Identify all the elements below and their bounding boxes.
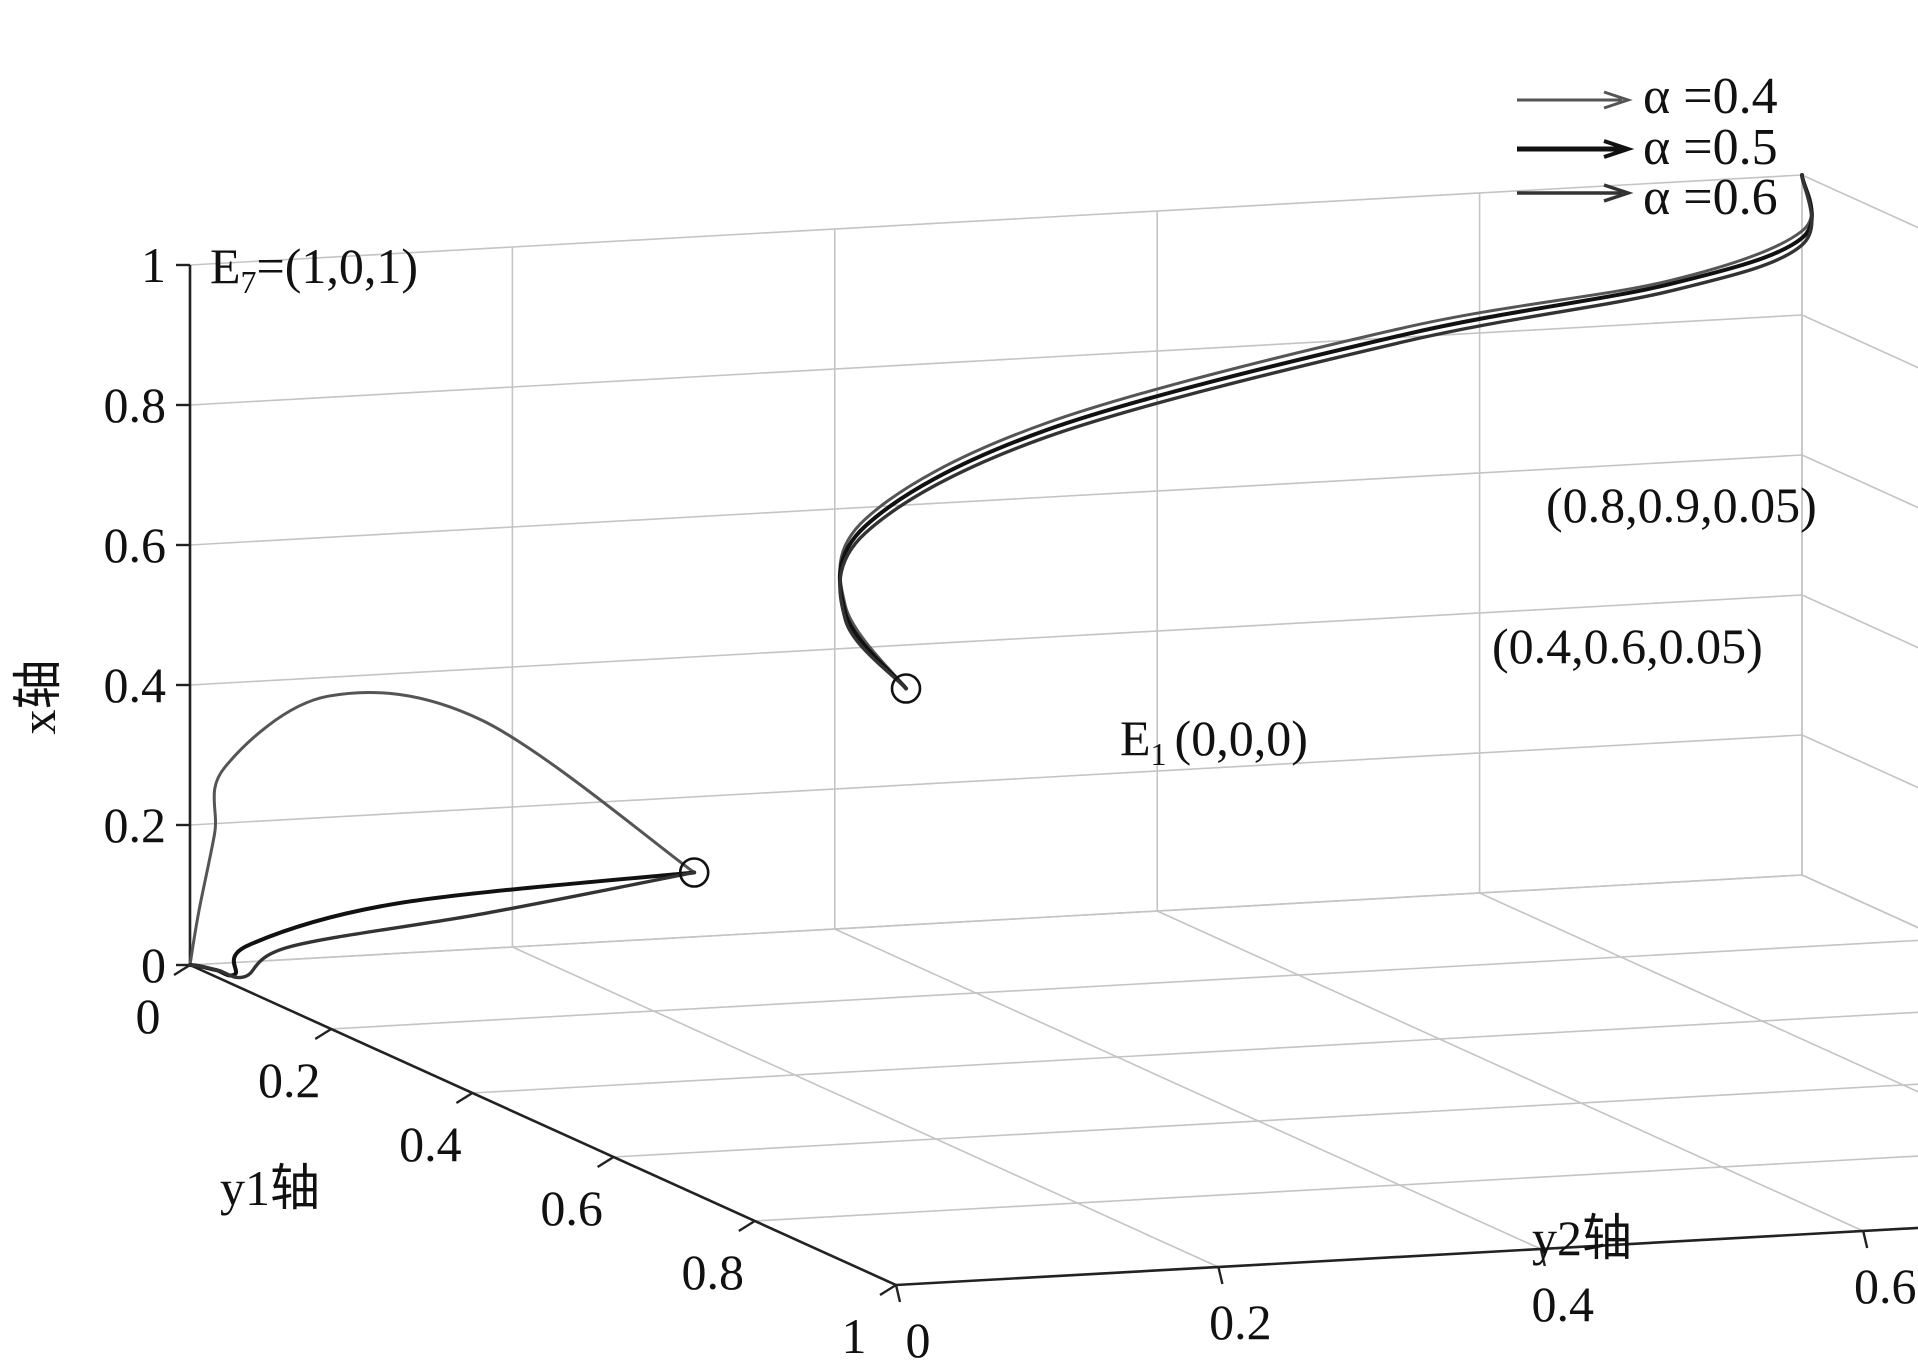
y1-tick-4 <box>738 1219 756 1233</box>
grid-side-horizontal-2 <box>1801 594 1918 649</box>
legend-label-2: α =0.6 <box>1643 169 1778 226</box>
y1-tick-2 <box>455 1091 474 1105</box>
trajectory-1-0 <box>837 173 1814 691</box>
start-point-marker-2 <box>890 673 922 704</box>
grid-floor-y2-3 <box>1156 910 1864 1232</box>
x-axis-tick-labels: 0 0.2 0.4 0.6 0.8 1 <box>104 237 167 993</box>
grid-side-horizontal-3 <box>1801 454 1918 509</box>
e1-subscript: 1 <box>1151 736 1167 772</box>
grid-back-horizontal-1 <box>189 734 1803 826</box>
y1-tick-3 <box>596 1155 615 1169</box>
x-axis-label: x轴 <box>10 660 66 735</box>
grid-side-horizontal-5 <box>1801 174 1918 229</box>
axes <box>173 263 1918 1303</box>
y2-tick-0 <box>894 1284 902 1303</box>
y2-tick-label-0: 0 <box>906 1312 931 1368</box>
y1-tick-label-2: 0.4 <box>399 1116 462 1172</box>
y2-tick-label-2: 0.4 <box>1532 1276 1595 1332</box>
y2-axis-label: y2轴 <box>1532 1210 1632 1266</box>
e7-subscript: 7 <box>241 264 257 300</box>
y1-axis-tick-labels: 0 0.2 0.4 0.6 0.8 1 <box>136 988 867 1364</box>
y2-tick-label-3: 0.6 <box>1854 1258 1917 1314</box>
x-tick-label-0: 0 <box>141 937 166 993</box>
trajectory-2-0 <box>838 173 1814 691</box>
x-tick-label-2: 0.4 <box>104 657 167 713</box>
trajectories <box>188 173 1814 980</box>
grid-floor-y1-4 <box>754 1155 1918 1222</box>
y1-tick-0 <box>173 963 191 977</box>
legend-entry-2: α =0.6 <box>1517 169 1778 226</box>
start-point-label-1: (0.8,0.9,0.05) <box>1546 477 1817 533</box>
grid-floor-y1-1 <box>331 939 1918 1030</box>
y1-tick-label-3: 0.6 <box>540 1180 603 1236</box>
grid-back-horizontal-5 <box>189 174 1803 266</box>
y2-tick-3 <box>1862 1230 1869 1249</box>
trajectory-0-1 <box>188 690 696 967</box>
x-tick-label-1: 0.2 <box>104 797 167 853</box>
e7-annotation: E7=(1,0,1) <box>210 238 418 300</box>
point-markers <box>678 673 922 888</box>
e7-coords: =(1,0,1) <box>257 238 419 294</box>
x-tick-label-3: 0.6 <box>104 517 167 573</box>
grid-back-horizontal-2 <box>189 594 1803 686</box>
y2-tick-2 <box>1539 1248 1546 1267</box>
x-tick-label-4: 0.8 <box>104 377 167 433</box>
e1-annotation: E1 (0,0,0) <box>1120 710 1308 772</box>
grid-floor-y2-2 <box>834 928 1542 1250</box>
legend-label-0: α =0.4 <box>1643 68 1778 125</box>
y1-tick-label-4: 0.8 <box>682 1244 745 1300</box>
e1-coords: (0,0,0) <box>1175 710 1308 766</box>
grid-floor-y2-1 <box>512 946 1219 1268</box>
x-tick-label-5: 1 <box>141 237 166 293</box>
grid-floor-y1-0 <box>189 874 1803 966</box>
y2-tick-label-1: 0.2 <box>1209 1294 1272 1350</box>
y1-axis-line <box>189 963 897 1287</box>
y1-axis-label: y1轴 <box>220 1160 320 1216</box>
legend-entry-1: α =0.5 <box>1517 119 1778 176</box>
trajectory-0-0 <box>838 173 1814 690</box>
grid-floor-y2-5 <box>1801 874 1918 929</box>
y1-tick-5 <box>879 1283 897 1297</box>
legend: α =0.4 α =0.5 α =0.6 <box>1517 68 1778 226</box>
y2-axis-tick-labels: 00.20.40.60.81 <box>906 1258 1917 1368</box>
legend-arrow-1 <box>1603 139 1635 159</box>
start-point-marker-3 <box>678 857 710 888</box>
e1-letter: E <box>1120 710 1151 766</box>
e7-letter: E <box>210 238 241 294</box>
legend-entry-0: α =0.4 <box>1517 68 1778 125</box>
legend-arrow-2 <box>1603 183 1634 203</box>
trajectory-2-1 <box>188 870 696 980</box>
grid-side-horizontal-4 <box>1801 314 1918 369</box>
y1-tick-label-1: 0.2 <box>258 1052 321 1108</box>
grid-floor-y1-5 <box>895 1227 1918 1286</box>
y1-tick-1 <box>314 1027 332 1041</box>
grid-side-horizontal-1 <box>1801 734 1918 789</box>
y1-tick-label-5: 1 <box>842 1308 867 1364</box>
y2-axis-line <box>895 1226 1918 1287</box>
grid-back-horizontal-4 <box>189 314 1803 406</box>
grid-back-horizontal-3 <box>189 454 1803 546</box>
y1-tick-label-0: 0 <box>136 988 161 1044</box>
grid-side-horizontal-0 <box>1801 874 1918 929</box>
grid-floor-y1-3 <box>613 1083 1918 1158</box>
legend-label-1: α =0.5 <box>1643 119 1778 176</box>
grid-floor-y1-2 <box>472 1011 1918 1094</box>
y2-tick-1 <box>1217 1266 1224 1285</box>
legend-arrow-0 <box>1603 90 1633 110</box>
grid-floor-y2-4 <box>1479 892 1918 1093</box>
start-point-label-2: (0.4,0.6,0.05) <box>1492 618 1763 674</box>
